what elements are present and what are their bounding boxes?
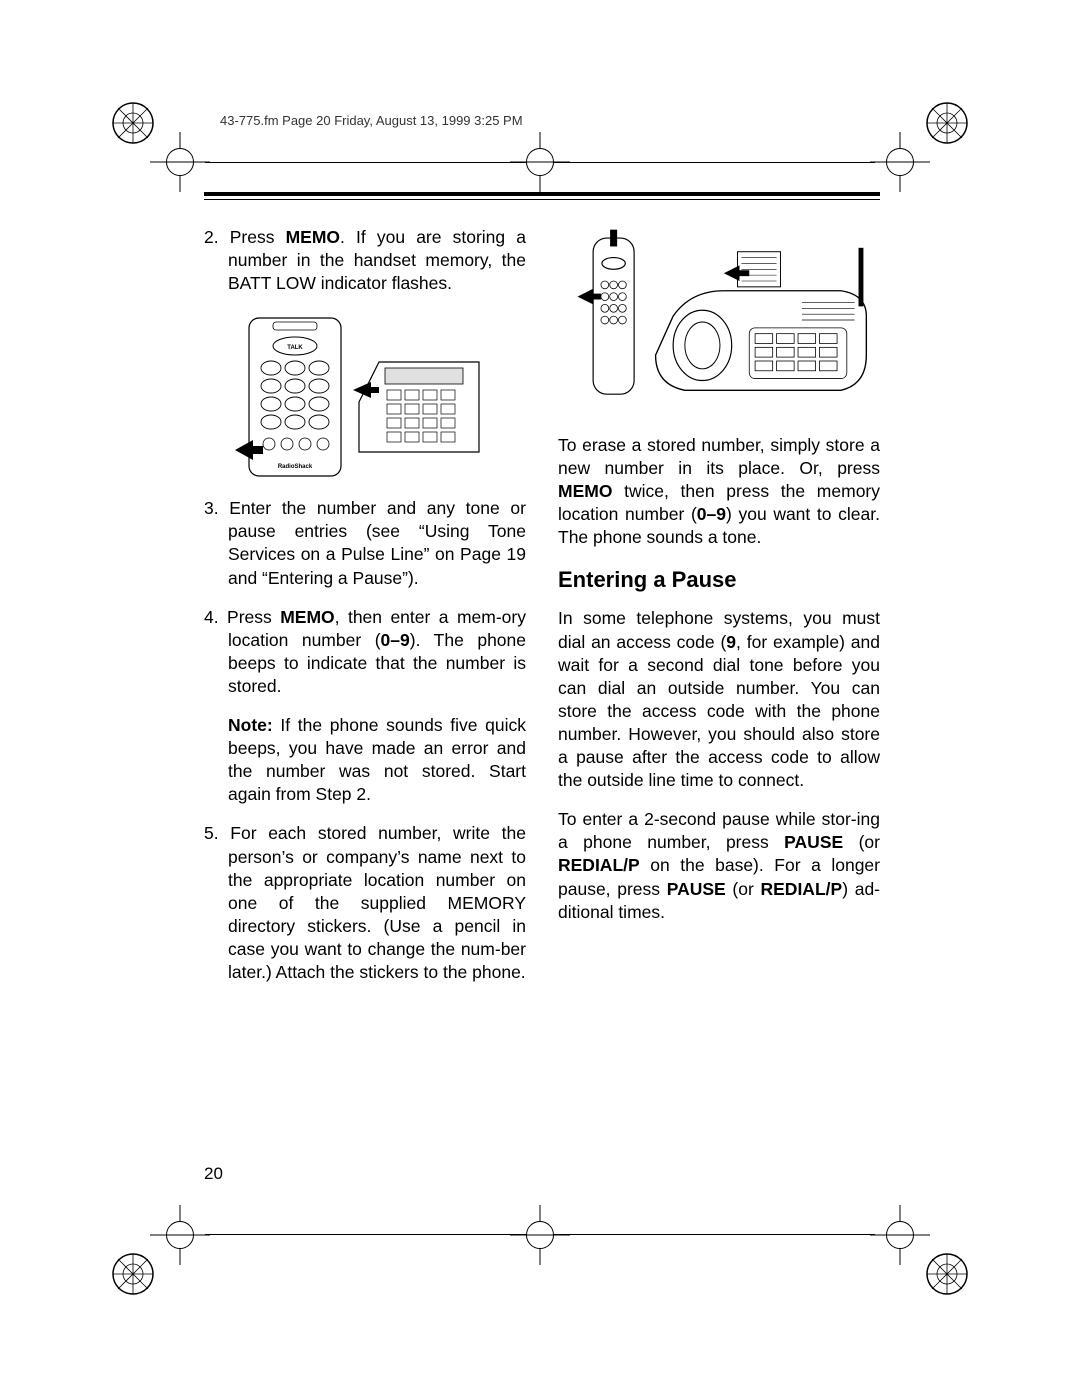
document-page: 43-775.fm Page 20 Friday, August 13, 199… [0,0,1080,1397]
svg-text:TALK: TALK [287,345,303,351]
section-rule [204,192,880,200]
svg-text:RadioShack: RadioShack [278,464,313,470]
step-5: 5. For each stored number, write the per… [204,822,526,984]
text: 4. Press [204,607,280,627]
nine-bold: 9 [726,632,736,652]
register-target-icon [150,1205,210,1265]
left-column: 2. Press MEMO. If you are storing a numb… [204,226,526,1000]
pause-paragraph-2: To enter a 2-second pause while stor-ing… [558,808,880,923]
register-target-icon [510,132,570,192]
erase-paragraph: To erase a stored number, simply store a… [558,434,880,549]
range-bold: 0–9 [697,504,726,524]
register-target-icon [150,132,210,192]
text: If the phone sounds five quick beeps, yo… [228,715,526,804]
register-target-icon [870,132,930,192]
memo-bold: MEMO [558,481,612,501]
pause-bold: PAUSE [667,879,726,899]
note-bold: Note: [228,715,273,735]
text: To erase a stored number, simply store a… [558,435,880,478]
step-4: 4. Press MEMO, then enter a mem-ory loca… [204,606,526,698]
pause-bold: PAUSE [784,832,843,852]
crop-mark-icon [924,1251,970,1297]
content-frame: 2. Press MEMO. If you are storing a numb… [204,192,880,1152]
text: 2. Press [204,227,286,247]
pause-paragraph-1: In some telephone systems, you must dial… [558,607,880,792]
heading-entering-pause: Entering a Pause [558,567,880,593]
step-3: 3. Enter the number and any tone or paus… [204,497,526,589]
memo-bold: MEMO [280,607,334,627]
page-number: 20 [204,1164,223,1184]
crop-mark-icon [924,100,970,146]
step-2: 2. Press MEMO. If you are storing a numb… [204,226,526,295]
redial-bold: REDIAL/P [558,855,640,875]
range-bold: 0–9 [381,630,410,650]
memo-bold: MEMO [286,227,340,247]
page-header-meta: 43-775.fm Page 20 Friday, August 13, 199… [220,113,523,128]
two-column-layout: 2. Press MEMO. If you are storing a numb… [204,226,880,1000]
figure-base-with-handset [558,226,880,416]
register-target-icon [510,1205,570,1265]
text: , for example) and wait for a second dia… [558,632,880,791]
right-column: To erase a stored number, simply store a… [558,226,880,1000]
figure-handset-keypad: TALK RadioShack [228,311,490,483]
redial-bold: REDIAL/P [761,879,843,899]
register-target-icon [870,1205,930,1265]
text: (or [726,879,761,899]
text: (or [843,832,880,852]
step-4-note: Note: If the phone sounds five quick bee… [204,714,526,806]
